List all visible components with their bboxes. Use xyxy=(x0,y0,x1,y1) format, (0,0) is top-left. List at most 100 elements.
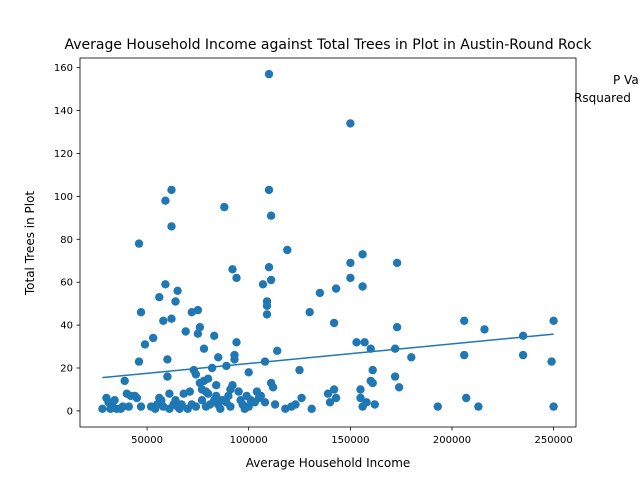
data-point xyxy=(392,258,402,268)
data-point xyxy=(266,211,276,220)
annotation-p-value: P Va xyxy=(613,73,639,87)
data-point xyxy=(268,383,278,392)
data-point xyxy=(203,389,213,398)
data-point xyxy=(124,402,133,411)
y-tick-label: 80 xyxy=(60,235,73,246)
data-point xyxy=(346,273,355,283)
data-point xyxy=(283,245,292,255)
data-point xyxy=(210,331,219,340)
data-point xyxy=(155,293,164,302)
data-point xyxy=(132,393,142,403)
y-tick-label: 120 xyxy=(54,149,73,160)
data-point xyxy=(258,280,268,289)
data-point xyxy=(171,297,180,306)
data-point xyxy=(110,396,119,405)
data-point xyxy=(297,393,306,403)
data-point xyxy=(163,355,172,364)
data-point xyxy=(149,333,158,343)
data-point xyxy=(98,404,107,413)
y-tick-label: 20 xyxy=(60,364,73,375)
data-point xyxy=(266,275,276,285)
data-point xyxy=(197,396,207,405)
y-axis-label: Total Trees in Plot xyxy=(23,191,37,297)
data-point xyxy=(140,340,150,349)
data-point xyxy=(226,402,235,411)
data-point xyxy=(167,222,176,231)
data-point xyxy=(307,404,316,413)
data-point xyxy=(329,385,339,394)
data-point xyxy=(163,372,172,381)
data-point xyxy=(264,185,274,195)
data-point xyxy=(193,305,203,315)
y-tick-label: 100 xyxy=(54,192,73,203)
data-point xyxy=(392,323,402,332)
x-tick-label: 50000 xyxy=(131,435,163,446)
data-point xyxy=(262,310,272,319)
data-point xyxy=(474,402,483,411)
data-point xyxy=(433,402,442,411)
data-point xyxy=(120,376,129,386)
data-point xyxy=(358,282,367,291)
data-point xyxy=(480,325,489,334)
data-point xyxy=(518,331,528,340)
data-point xyxy=(346,258,355,268)
data-point xyxy=(134,239,144,248)
y-tick-label: 0 xyxy=(67,406,73,417)
data-point xyxy=(460,316,469,325)
chart-title: Average Household Income against Total T… xyxy=(64,37,592,53)
data-point xyxy=(394,383,404,392)
data-points xyxy=(98,69,558,413)
trend-line-group xyxy=(102,333,554,379)
trend-line xyxy=(102,333,554,379)
data-point xyxy=(191,370,201,379)
data-point xyxy=(228,265,237,274)
data-point xyxy=(315,288,325,298)
data-point xyxy=(264,69,274,79)
x-tick-label: 250000 xyxy=(535,435,573,446)
data-point xyxy=(195,323,205,332)
data-point xyxy=(203,374,213,383)
data-point xyxy=(207,363,217,373)
data-point xyxy=(462,393,471,403)
data-point xyxy=(232,338,241,347)
data-point xyxy=(157,396,166,405)
data-point xyxy=(244,368,253,377)
data-point xyxy=(161,196,170,205)
data-point xyxy=(191,402,201,411)
data-point xyxy=(165,389,174,398)
data-point xyxy=(177,400,186,409)
data-point xyxy=(232,273,241,283)
data-point xyxy=(167,185,176,195)
data-point xyxy=(136,402,146,411)
x-tick-label: 200000 xyxy=(433,435,471,446)
data-point xyxy=(549,316,558,325)
data-point xyxy=(244,402,253,411)
data-point xyxy=(159,316,168,325)
data-point xyxy=(167,314,176,323)
axes: 50000 100000 150000 200000 250000 0 20 40 60 80 10… xyxy=(54,57,577,446)
data-point xyxy=(366,344,375,353)
y-tick-label: 60 xyxy=(60,278,73,289)
data-point xyxy=(518,350,528,360)
data-point xyxy=(118,402,127,411)
data-point xyxy=(331,284,341,293)
data-point xyxy=(234,387,243,396)
data-point xyxy=(260,398,270,407)
data-point xyxy=(173,286,182,295)
data-point xyxy=(346,119,355,128)
data-point xyxy=(224,391,233,401)
y-tick-label: 40 xyxy=(60,321,73,332)
data-point xyxy=(264,263,274,272)
data-point xyxy=(262,297,272,306)
data-point xyxy=(368,378,377,388)
data-point xyxy=(228,381,237,390)
data-point xyxy=(549,402,558,411)
data-point xyxy=(295,365,304,375)
data-point xyxy=(273,346,282,355)
x-tick-label: 150000 xyxy=(331,435,369,446)
annotation-rsquared: Rsquared xyxy=(574,91,631,105)
data-point xyxy=(407,353,416,362)
data-point xyxy=(216,404,225,413)
data-point xyxy=(390,372,400,381)
